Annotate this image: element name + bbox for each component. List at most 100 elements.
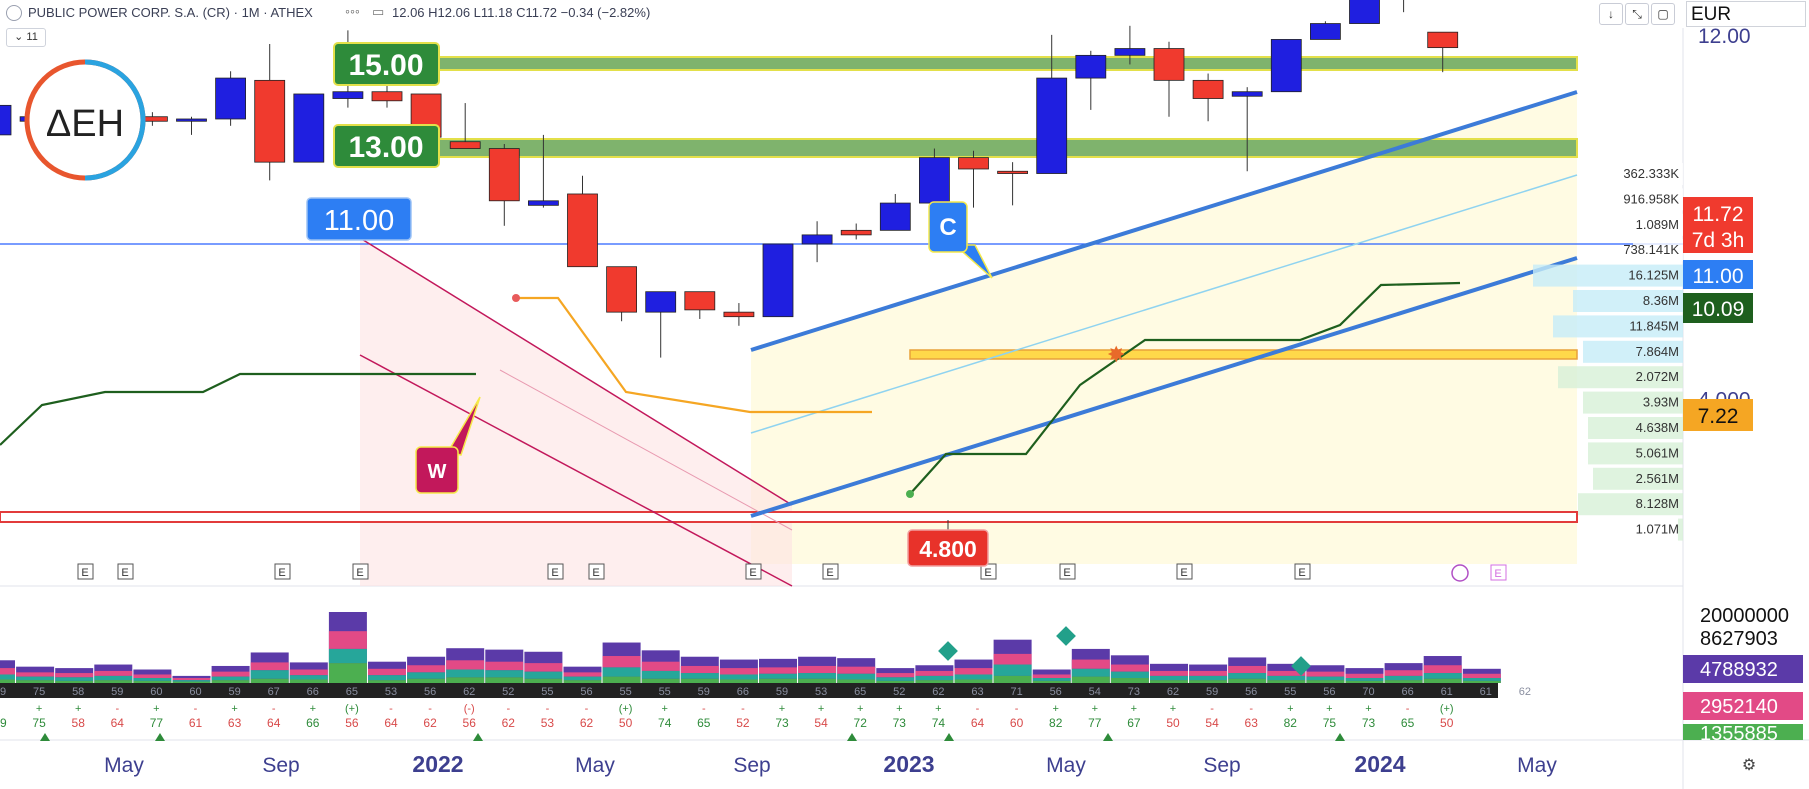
osc-bottom-value: 73 [893,716,907,730]
desc-channel-upper[interactable] [359,237,793,506]
candle[interactable] [997,162,1028,206]
candle[interactable] [1075,50,1107,110]
candle[interactable] [1036,34,1068,174]
trend-axis-label[interactable]: 10.09 [1683,293,1753,323]
logo-text: ΔΕΗ [46,103,124,145]
candlestick-series[interactable] [0,0,1459,358]
lightning-event-icon[interactable] [1451,564,1469,582]
label-15-box[interactable]: 15.00 [333,42,440,86]
candle[interactable] [215,71,247,126]
candle[interactable] [1310,21,1341,40]
wave-c-callout[interactable]: C [928,201,993,279]
candle[interactable] [293,93,325,163]
earnings-marker[interactable]: E [1490,564,1507,581]
earnings-marker[interactable]: E [547,563,564,580]
candle[interactable] [645,291,677,358]
desc-channel-lower[interactable] [359,354,793,587]
osc-bottom-value: 64 [971,716,985,730]
level-11-axis-label[interactable]: 11.00 [1683,260,1753,289]
osc-top-value: 62 [463,686,475,698]
symbol-title[interactable]: PUBLIC POWER CORP. S.A. (CR) · 1M · ATHE… [28,5,313,20]
time-axis[interactable]: May Sep 2022 May Sep 2023 May Sep 2024 May [104,751,1557,777]
osc-up-arrow [1103,733,1113,741]
hide-legend-icon[interactable]: ▭ [372,4,385,19]
volume-profile-row: 362.333K [1623,163,1683,185]
earnings-marker[interactable]: E [352,563,369,580]
candle[interactable] [1427,31,1459,73]
svg-text:E: E [551,567,558,579]
candle[interactable] [528,134,559,208]
target-zone-13[interactable] [436,138,1578,158]
orange-axis-label[interactable]: 7.22 [1683,399,1753,431]
candle[interactable] [567,175,598,268]
volume-profile-label: 2.561M [1636,471,1679,486]
osc-sign: - [272,703,276,715]
earnings-marker[interactable]: E [117,563,134,580]
candle[interactable] [723,303,755,326]
candle[interactable] [879,193,911,231]
candle[interactable] [176,116,207,135]
candle[interactable] [1192,73,1224,122]
volume-bar [1032,669,1071,683]
candle[interactable] [606,266,637,322]
volume-profile: 362.333K 916.958K 1.089M 738.141K 16.125M 8.3… [1533,163,1683,541]
osc-bottom-value: 74 [658,716,672,730]
earnings-marker[interactable]: E [1059,563,1076,580]
candle[interactable] [449,103,481,149]
collapse-icon[interactable]: ⤡ [1625,3,1649,25]
candle[interactable] [254,43,286,181]
candle[interactable] [1231,87,1263,172]
label-11-box[interactable]: 11.00 [306,197,412,241]
label-13-box[interactable]: 13.00 [333,124,440,168]
candle[interactable] [1114,25,1146,65]
candle[interactable] [762,243,794,318]
candle[interactable] [488,143,520,226]
candle[interactable] [1389,0,1419,13]
last-price-label[interactable]: 11.72 7d 3h [1683,197,1753,253]
earnings-marker[interactable]: E [77,563,94,580]
orange-line[interactable] [516,296,872,414]
earnings-marker[interactable]: E [980,563,997,580]
earnings-marker[interactable]: E [1176,563,1193,580]
download-icon[interactable]: ↓ [1599,3,1623,25]
interval-selector[interactable]: ⌄ 11 [6,28,46,47]
support-zone[interactable] [909,349,1578,360]
volume-histogram [0,612,1501,683]
earnings-marker[interactable]: E [274,563,291,580]
label-11-text: 11.00 [324,205,394,237]
svg-text:E: E [1063,567,1070,579]
volume-bar [289,662,328,683]
candle[interactable] [371,84,403,108]
candle[interactable] [684,291,716,319]
trend-line-2021[interactable] [0,372,476,446]
candle[interactable] [958,150,989,208]
label-13-text: 13.00 [348,131,423,164]
currency-selector[interactable]: EUR [1686,1,1806,27]
osc-sign: (-) [464,703,475,715]
earnings-marker[interactable]: E [588,563,605,580]
osc-bottom-value: 64 [111,716,125,730]
wave-w-callout[interactable]: W [415,396,481,494]
earnings-marker[interactable]: E [745,563,762,580]
candle[interactable] [1349,0,1380,24]
osc-bottom-value: 63 [228,716,242,730]
earnings-marker[interactable]: E [1294,563,1311,580]
bottom-zone-4800[interactable] [0,511,1578,523]
more-options-icon[interactable]: ◦◦◦ [345,3,360,19]
time-tick-label: May [575,754,615,777]
candle[interactable] [801,221,833,263]
trend-line-2023[interactable] [909,281,1461,495]
osc-bottom-value: 77 [1088,716,1102,730]
label-4800-box[interactable]: 4.800 [907,520,989,567]
candle[interactable] [840,223,872,240]
settings-gear-icon[interactable]: ⚙ [1742,757,1756,774]
target-zone-15[interactable] [436,56,1578,71]
asc-channel-lower[interactable] [750,256,1578,518]
earnings-marker[interactable]: E [822,563,839,580]
asc-channel-upper[interactable] [750,90,1578,352]
candle[interactable] [1153,41,1185,117]
candle[interactable] [1270,39,1302,93]
candle[interactable] [0,104,12,203]
fullscreen-icon[interactable]: ▢ [1651,3,1675,25]
